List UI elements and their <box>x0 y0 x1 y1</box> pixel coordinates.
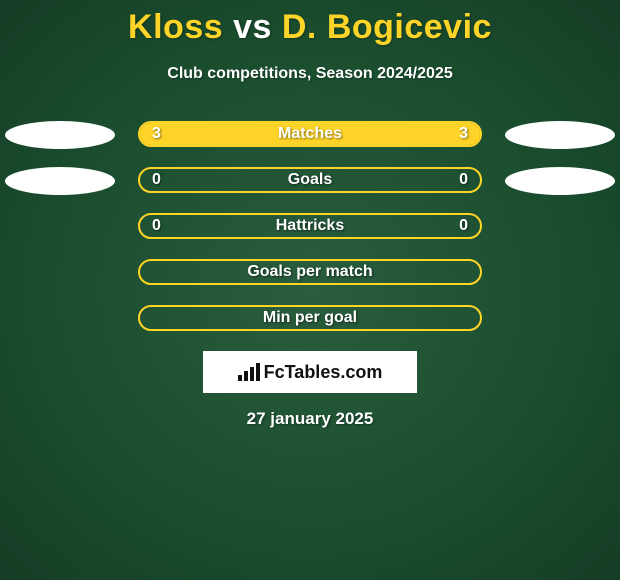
stat-bar: Goals per match <box>138 259 482 285</box>
right-marker <box>505 121 615 149</box>
stat-row: Min per goal <box>0 305 620 333</box>
stats-rows: 33Matches 00Goals 00Hattricks Goals per mat… <box>0 121 620 333</box>
left-marker <box>5 167 115 195</box>
logo: FcTables.com <box>238 362 383 383</box>
comparison-title: Kloss vs D. Bogicevic <box>0 0 620 47</box>
stat-row: 33Matches <box>0 121 620 149</box>
stat-label: Min per goal <box>140 307 480 329</box>
stat-bar: 00Hattricks <box>138 213 482 239</box>
player2-name: D. Bogicevic <box>282 8 492 46</box>
left-marker <box>5 121 115 149</box>
stat-bar: 33Matches <box>138 121 482 147</box>
stat-row: Goals per match <box>0 259 620 287</box>
stat-label: Goals per match <box>140 261 480 283</box>
player1-name: Kloss <box>128 8 223 46</box>
stat-row: 00Hattricks <box>0 213 620 241</box>
stat-label: Matches <box>140 123 480 145</box>
stat-bar: Min per goal <box>138 305 482 331</box>
logo-text: FcTables.com <box>264 362 383 383</box>
stat-row: 00Goals <box>0 167 620 195</box>
stat-label: Hattricks <box>140 215 480 237</box>
stat-bar: 00Goals <box>138 167 482 193</box>
right-marker <box>505 167 615 195</box>
stat-label: Goals <box>140 169 480 191</box>
vs-text: vs <box>233 8 272 46</box>
logo-box: FcTables.com <box>203 351 417 393</box>
date: 27 january 2025 <box>0 409 620 429</box>
barchart-icon <box>238 363 260 381</box>
subtitle: Club competitions, Season 2024/2025 <box>0 65 620 83</box>
